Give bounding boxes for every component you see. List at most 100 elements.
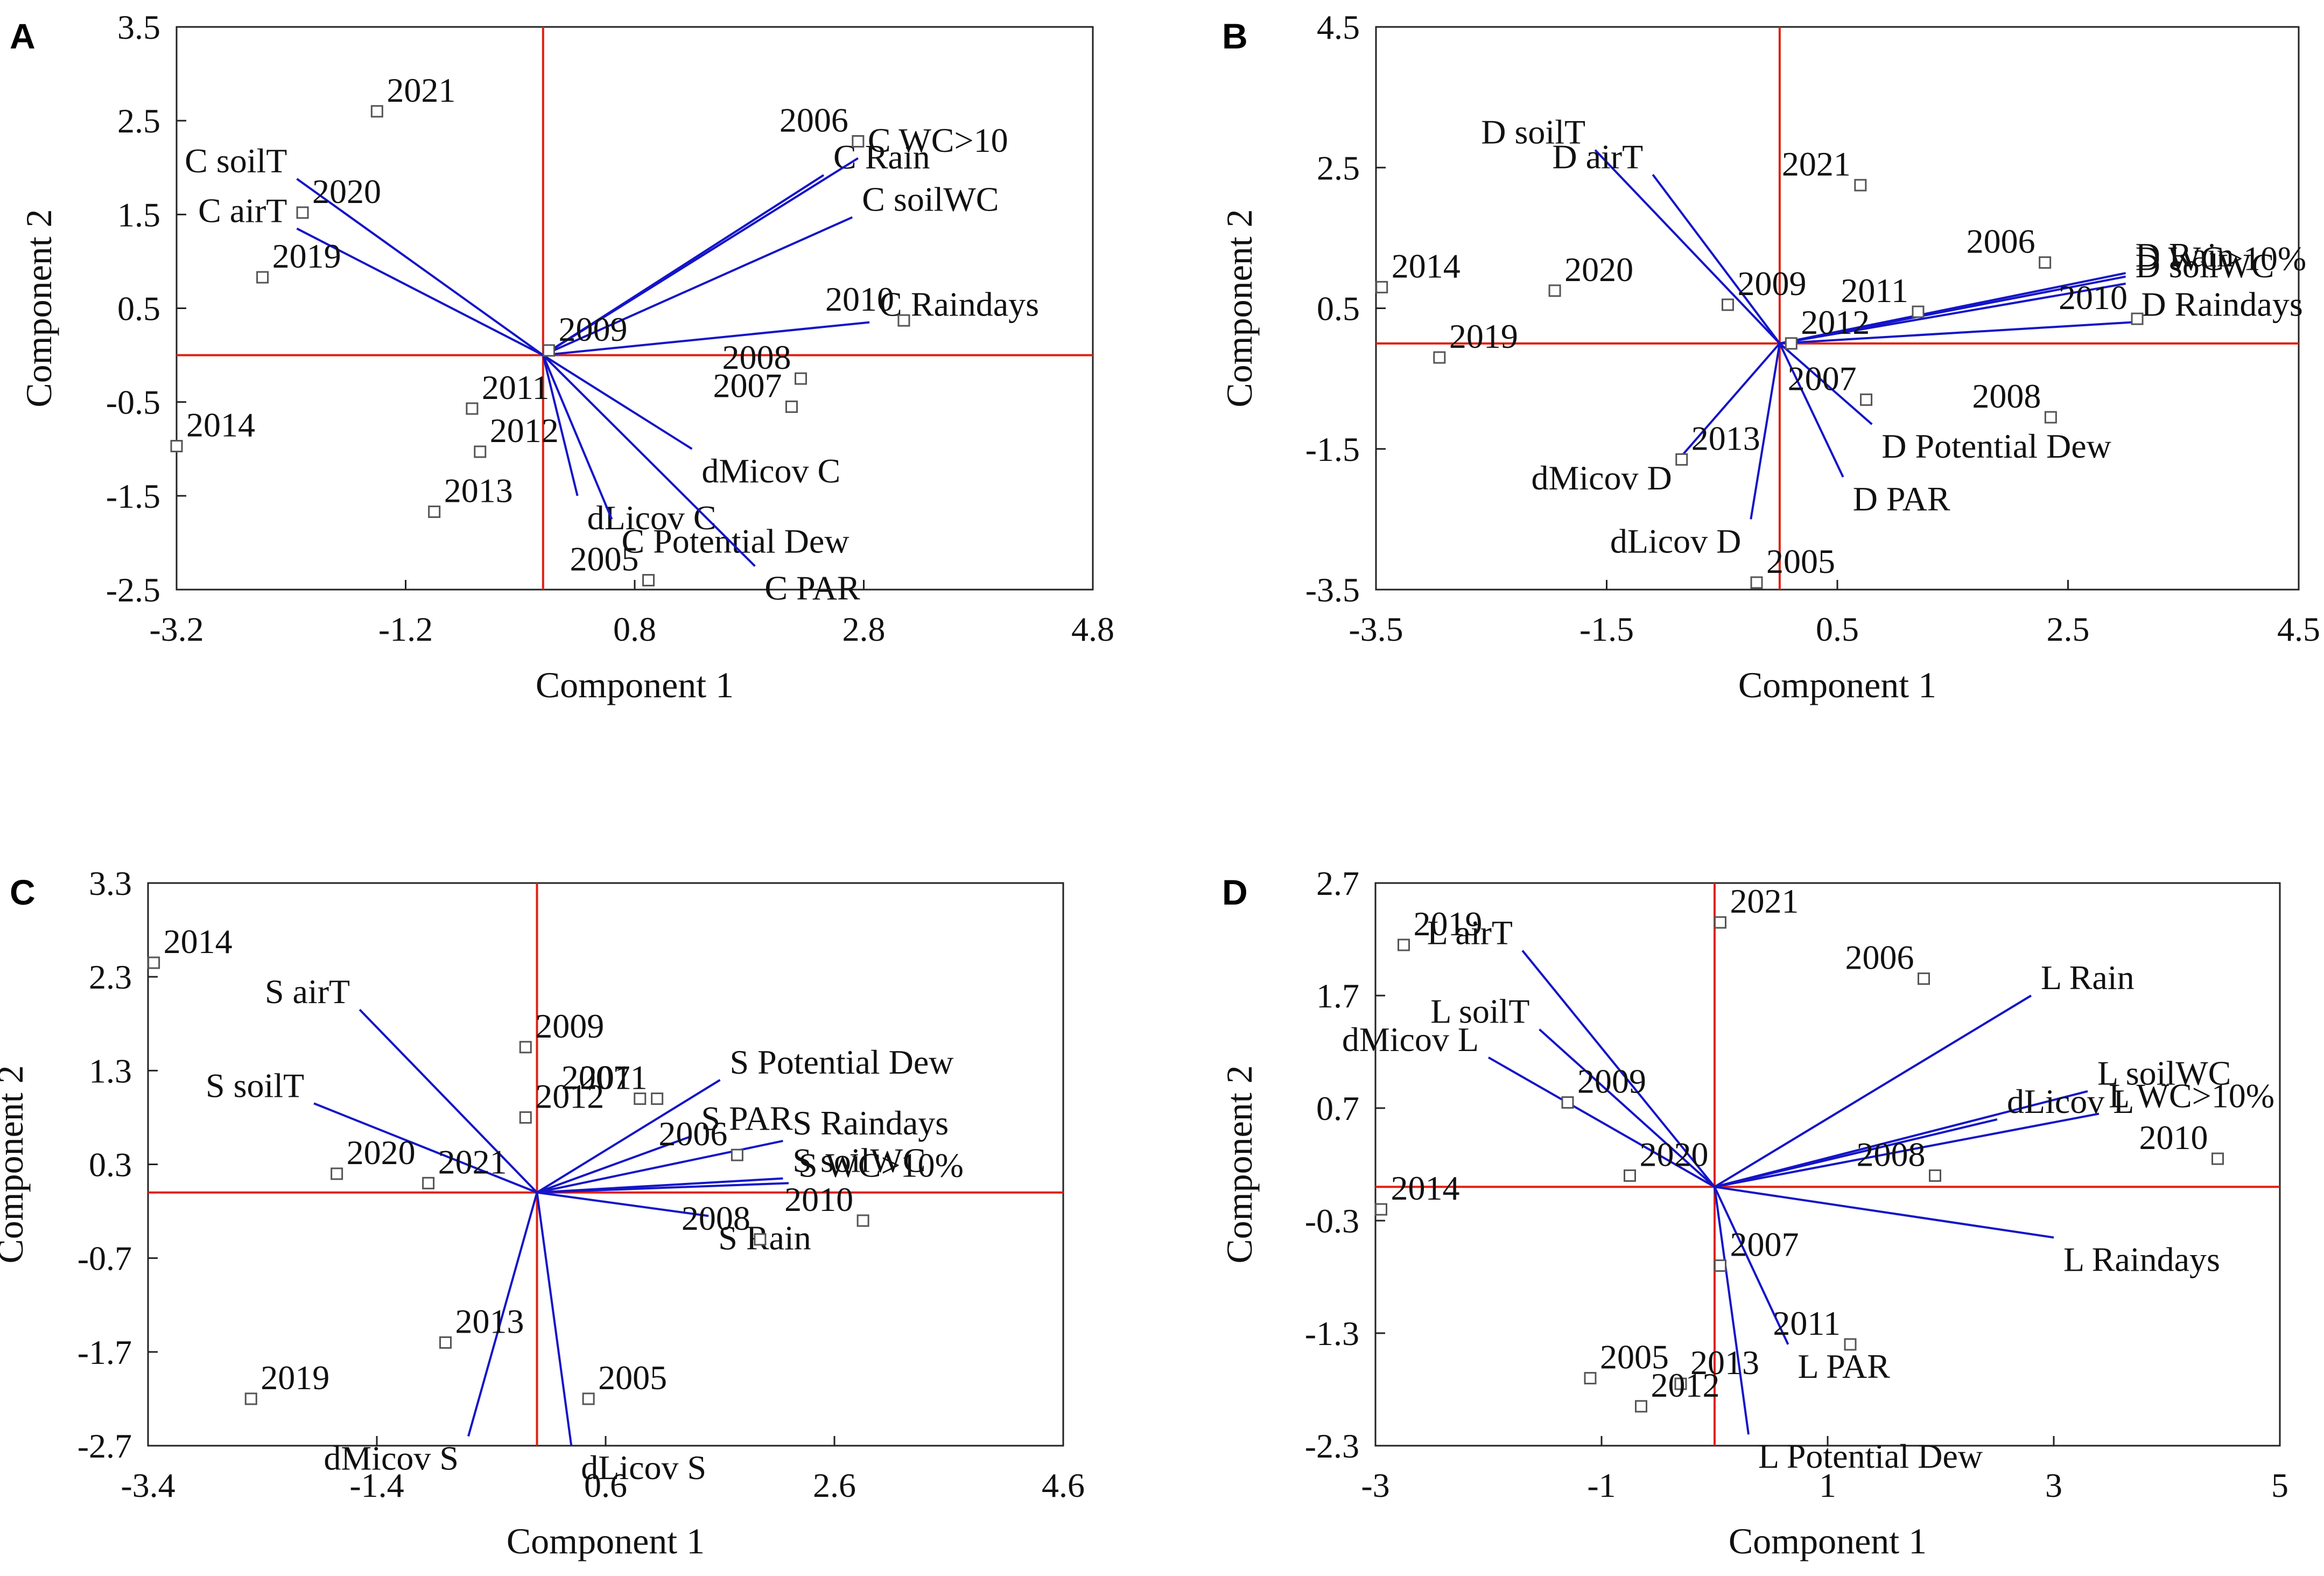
vector-label: L soilWC xyxy=(2097,1054,2231,1092)
point-label: 2011 xyxy=(580,1059,648,1097)
year-point xyxy=(1398,938,1410,951)
x-tick-label: 4.6 xyxy=(1042,1466,1085,1504)
year-point xyxy=(256,271,269,284)
year-point xyxy=(852,135,865,148)
vector-label: dMicov D xyxy=(1531,459,1672,497)
variable-vector xyxy=(537,1182,789,1194)
point-label: 2007 xyxy=(1788,359,1857,397)
vector-label: L Raindays xyxy=(2063,1240,2220,1278)
variable-vector xyxy=(536,1135,692,1194)
vector-label: D WC>10% xyxy=(2136,240,2307,278)
vector-label: D soilWC xyxy=(2136,247,2274,285)
x-tick-label: 5 xyxy=(2271,1466,2288,1504)
year-point xyxy=(1750,576,1763,589)
year-point xyxy=(331,1167,343,1180)
variable-vector xyxy=(1594,149,1781,345)
x-axis-label: Component 1 xyxy=(536,664,734,705)
year-point xyxy=(1714,916,1726,929)
year-point xyxy=(2211,1152,2224,1165)
point-label: 2008 xyxy=(1857,1135,1926,1173)
x-axis-label: Component 1 xyxy=(507,1521,705,1561)
year-point xyxy=(170,440,183,453)
point-label: 2006 xyxy=(1967,222,2035,261)
variable-vector xyxy=(1521,950,1716,1188)
point-label: 2021 xyxy=(387,71,455,109)
vector-label: L PAR xyxy=(1798,1347,1891,1385)
vector-label: C soilWC xyxy=(862,180,999,219)
point-label: 2019 xyxy=(1449,317,1518,355)
year-point xyxy=(422,1176,435,1189)
year-point xyxy=(296,206,309,219)
year-point xyxy=(856,1214,869,1227)
year-point xyxy=(1433,351,1446,364)
y-tick-label: 4.5 xyxy=(1317,8,1360,46)
year-point xyxy=(1918,972,1930,985)
variable-vector xyxy=(536,1192,573,1446)
variable-vector xyxy=(1714,1118,1998,1188)
x-tick-label: 1 xyxy=(1819,1466,1836,1504)
point-label: 2021 xyxy=(1782,145,1851,183)
vector-label: dMicov C xyxy=(701,452,840,490)
vector-label: dLicov D xyxy=(1610,522,1742,560)
vector-label: S Raindays xyxy=(792,1104,949,1142)
x-tick-label: 2.5 xyxy=(2047,610,2090,648)
y-tick-label: 2.3 xyxy=(89,958,132,996)
vector-label: dMicov L xyxy=(1342,1020,1479,1059)
x-tick-label: -1.5 xyxy=(1579,610,1634,648)
vector-label: dLicov S xyxy=(581,1448,706,1487)
vector-label: C Potential Dew xyxy=(621,522,849,560)
year-point xyxy=(244,1392,257,1405)
y-tick-label: 0.5 xyxy=(1317,290,1360,328)
y-tick-label: 2.7 xyxy=(1316,864,1359,902)
x-tick-label: -3.4 xyxy=(121,1466,175,1504)
variable-vector xyxy=(536,1079,721,1194)
variable-vector xyxy=(1714,1112,2100,1188)
variable-vector xyxy=(537,1191,709,1217)
point-label: 2010 xyxy=(2139,1118,2208,1157)
year-point xyxy=(897,314,910,327)
point-label: 2006 xyxy=(780,101,848,139)
variable-vector xyxy=(542,355,579,496)
point-label: 2009 xyxy=(558,310,627,348)
year-point xyxy=(439,1336,452,1349)
point-label: 2019 xyxy=(272,237,341,275)
y-axis-label: Component 2 xyxy=(1219,209,1260,407)
y-tick-label: 0.5 xyxy=(117,290,160,328)
variable-vector xyxy=(1714,994,2032,1188)
year-point xyxy=(794,372,807,385)
year-point xyxy=(785,400,798,413)
y-tick-label: 1.7 xyxy=(1316,977,1359,1015)
x-tick-label: 0.5 xyxy=(1816,610,1859,648)
point-label: 2010 xyxy=(784,1180,853,1218)
variable-vector xyxy=(1539,1028,1716,1188)
point-label: 2010 xyxy=(825,280,894,318)
point-label: 2008 xyxy=(722,338,791,376)
point-label: 2013 xyxy=(1691,419,1760,457)
x-tick-label: 0.8 xyxy=(613,610,656,648)
variable-vector xyxy=(313,1102,538,1194)
year-point xyxy=(428,505,441,518)
y-tick-label: 0.7 xyxy=(1316,1089,1359,1127)
variable-vector xyxy=(1779,342,1873,425)
variable-vector xyxy=(542,157,859,356)
point-label: 2008 xyxy=(682,1199,750,1237)
vector-label: dLicov L xyxy=(2007,1082,2134,1120)
point-label: 2011 xyxy=(482,368,550,407)
point-label: 2005 xyxy=(1766,542,1835,580)
point-label: 2019 xyxy=(261,1358,329,1397)
vector-label: D PAR xyxy=(1853,480,1950,518)
year-point xyxy=(2039,256,2052,269)
y-tick-label: -0.3 xyxy=(1305,1202,1359,1240)
y-tick-label: 1.3 xyxy=(89,1052,132,1090)
point-label: 2010 xyxy=(2059,278,2128,317)
vector-label: S PAR xyxy=(701,1099,793,1137)
year-point xyxy=(582,1392,595,1405)
vector-label: C Rain xyxy=(833,138,930,176)
year-point xyxy=(642,574,655,587)
y-axis-label: Component 2 xyxy=(0,1065,31,1263)
year-point xyxy=(634,1092,647,1105)
point-label: 2012 xyxy=(1651,1366,1720,1404)
panel-letter: D xyxy=(1222,872,1248,912)
y-tick-label: -1.7 xyxy=(78,1333,132,1371)
x-tick-label: 4.5 xyxy=(2277,610,2320,648)
